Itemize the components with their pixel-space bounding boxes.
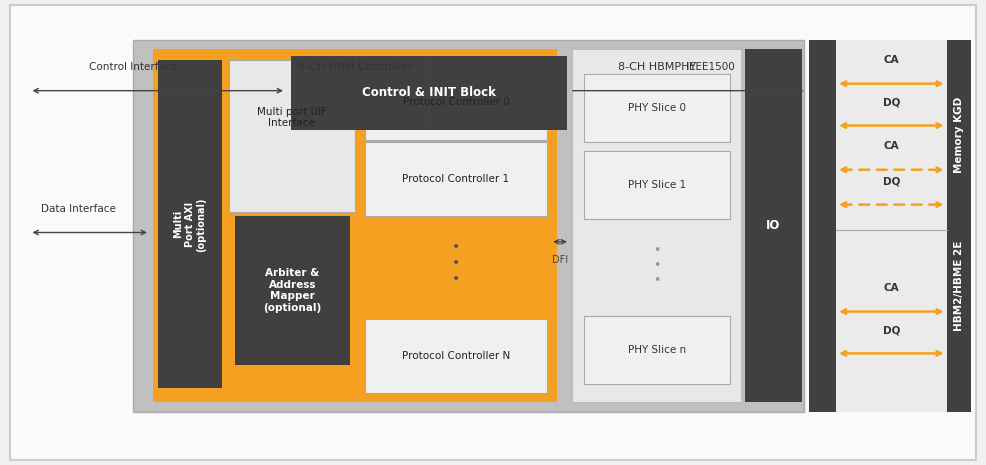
Text: PHY Slice n: PHY Slice n <box>628 345 685 355</box>
Text: •
•
•: • • • <box>653 244 661 286</box>
Bar <box>365 142 547 216</box>
Text: Multi port UIF
Interface: Multi port UIF Interface <box>257 106 326 128</box>
Text: DQ: DQ <box>882 97 900 107</box>
Text: Control Interface: Control Interface <box>89 62 177 73</box>
Bar <box>365 65 547 140</box>
Text: DQ: DQ <box>882 176 900 186</box>
Text: Memory KGD: Memory KGD <box>954 97 964 173</box>
Text: Control & INIT Block: Control & INIT Block <box>362 86 496 100</box>
Text: CA: CA <box>883 141 899 152</box>
Text: 8-CH HBM Controller: 8-CH HBM Controller <box>298 62 412 73</box>
Bar <box>133 40 804 412</box>
Text: Protocol Controller N: Protocol Controller N <box>402 351 510 361</box>
Text: IEEE1500: IEEE1500 <box>685 62 735 73</box>
Text: IO: IO <box>766 219 781 232</box>
Bar <box>235 216 350 365</box>
Text: Multi
Port AXI
(optional): Multi Port AXI (optional) <box>174 197 206 252</box>
Bar <box>291 56 567 130</box>
Bar <box>572 49 741 402</box>
Bar <box>153 49 557 402</box>
Text: PHY Slice 1: PHY Slice 1 <box>628 180 685 190</box>
Text: HBM2/HBME 2E: HBM2/HBME 2E <box>954 241 964 331</box>
Bar <box>584 151 730 219</box>
Bar <box>745 49 802 402</box>
Bar <box>158 60 222 388</box>
Text: Protocol Controller 1: Protocol Controller 1 <box>402 174 510 184</box>
Text: DFI: DFI <box>552 255 568 266</box>
Text: •
•
•: • • • <box>452 239 459 286</box>
Bar <box>947 40 971 412</box>
Bar <box>584 316 730 384</box>
Text: 8-CH HBMPHY: 8-CH HBMPHY <box>617 62 696 73</box>
Text: Protocol Controller 0: Protocol Controller 0 <box>402 97 510 107</box>
Bar <box>584 74 730 142</box>
Text: Data Interface: Data Interface <box>41 204 116 214</box>
Text: DQ: DQ <box>882 325 900 335</box>
Bar <box>365 319 547 393</box>
Text: CA: CA <box>883 283 899 293</box>
Bar <box>229 60 355 212</box>
Bar <box>836 40 947 412</box>
Text: CA: CA <box>883 55 899 66</box>
Text: Arbiter &
Address
Mapper
(optional): Arbiter & Address Mapper (optional) <box>263 268 321 313</box>
Bar <box>809 40 836 412</box>
Text: PHY Slice 0: PHY Slice 0 <box>628 103 685 113</box>
